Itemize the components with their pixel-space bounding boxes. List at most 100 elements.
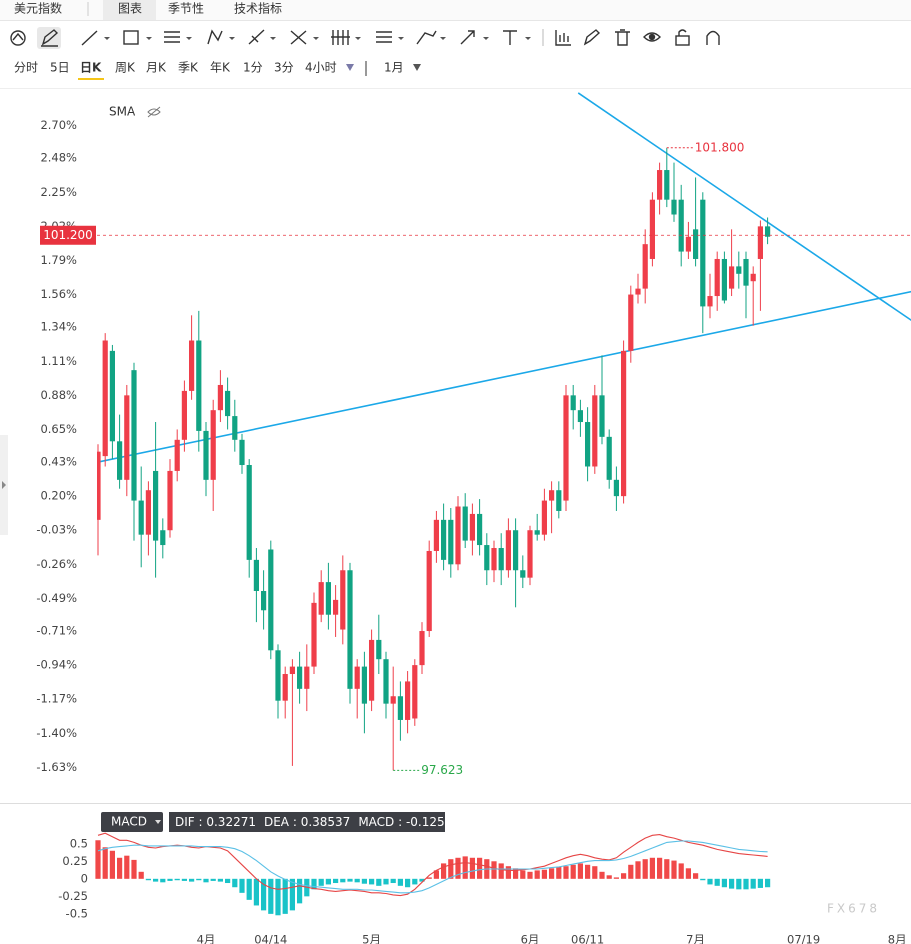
y-tick-label: 0.20% <box>40 489 77 503</box>
macd-bar <box>239 878 245 893</box>
candle-body <box>606 436 612 480</box>
tool-icon[interactable] <box>10 30 26 46</box>
dropdown-arrow[interactable] <box>413 64 421 71</box>
macd-bar <box>462 856 468 879</box>
tool-icon[interactable] <box>331 30 361 45</box>
y-tick-label: -0.71% <box>36 624 77 638</box>
candle-body <box>635 288 641 295</box>
macd-bar <box>534 870 540 879</box>
tool-icon[interactable] <box>615 29 630 46</box>
period[interactable]: 月K <box>146 61 167 75</box>
macd-bar <box>649 857 655 879</box>
candle-body <box>621 350 627 497</box>
macd-bar <box>714 878 720 886</box>
macd-bar <box>433 870 439 879</box>
period[interactable]: 5日 <box>50 61 70 75</box>
tool-icon[interactable] <box>555 30 571 46</box>
macd-bar <box>117 857 123 879</box>
candle-body <box>189 340 195 391</box>
candle-body <box>376 639 382 660</box>
candle-body <box>97 451 101 520</box>
tool-icon[interactable] <box>416 30 446 45</box>
candle-body <box>203 430 209 480</box>
candle-body <box>520 570 526 578</box>
macd-bar <box>671 860 677 879</box>
candle-body <box>289 666 295 675</box>
indicator-label: SMA <box>109 105 136 119</box>
candle-body <box>649 199 655 259</box>
period[interactable]: 季K <box>178 61 199 75</box>
macd-bar <box>491 861 497 879</box>
candle-body <box>304 666 310 689</box>
macd-bar <box>333 878 339 884</box>
macd-bar <box>426 877 432 879</box>
macd-bar <box>138 871 144 879</box>
indicator-info-box <box>169 812 445 832</box>
macd-bar <box>750 878 756 889</box>
candle-body <box>693 229 699 259</box>
macd-bar <box>361 878 367 884</box>
candle-body <box>354 666 360 689</box>
x-tick-label: 8月 <box>888 933 907 944</box>
tool-icon[interactable] <box>460 30 489 45</box>
candle-body <box>678 199 684 252</box>
tool-icon[interactable] <box>81 30 110 46</box>
range-select[interactable]: 1月 <box>384 61 404 75</box>
period[interactable]: 日K <box>80 61 102 75</box>
dropdown-arrow[interactable] <box>346 64 354 71</box>
y-tick-label: 2.25% <box>40 185 77 199</box>
watermark: FX678 <box>827 902 880 916</box>
macd-bar <box>613 877 619 879</box>
period[interactable]: 1分 <box>243 61 263 75</box>
period[interactable]: 周K <box>115 61 136 75</box>
tool-icon[interactable] <box>164 31 192 43</box>
indicator-hide-icon[interactable] <box>147 106 161 118</box>
macd-bar <box>729 878 735 889</box>
tab[interactable]: 美元指数 <box>14 1 62 16</box>
macd-bar <box>412 878 418 885</box>
period[interactable]: 分时 <box>14 61 38 75</box>
tab[interactable]: 技术指标 <box>234 1 282 16</box>
candle-body <box>383 659 389 704</box>
tool-icon[interactable] <box>290 30 319 45</box>
candle-body <box>505 530 511 571</box>
macd-bar <box>419 878 425 882</box>
tool-icon[interactable] <box>643 32 661 42</box>
macd-bar <box>340 878 346 883</box>
indicator-select[interactable] <box>101 812 163 832</box>
period[interactable]: 4小时 <box>305 61 337 75</box>
y-tick-label: 1.79% <box>40 253 77 267</box>
tool-icon[interactable] <box>706 30 720 46</box>
tab[interactable]: 图表 <box>118 2 142 16</box>
tab-selected-bg <box>103 0 156 20</box>
candle-body <box>412 665 418 719</box>
tool-icon[interactable] <box>503 30 531 45</box>
period[interactable]: 年K <box>210 61 231 75</box>
macd-line <box>97 840 768 894</box>
tool-icon[interactable] <box>123 30 152 45</box>
tool-icon[interactable] <box>207 29 235 45</box>
tab[interactable]: 季节性 <box>168 2 204 16</box>
tool-icon[interactable] <box>248 29 276 45</box>
period[interactable]: 3分 <box>274 61 294 75</box>
y-tick-label: -0.26% <box>36 557 77 571</box>
macd-bar <box>203 878 209 883</box>
extreme-label: 101.800 <box>695 140 745 154</box>
candle-body <box>174 439 180 471</box>
macd-bar <box>289 878 295 911</box>
candle-body <box>347 570 353 689</box>
candle-body <box>549 490 555 501</box>
macd-bar <box>635 861 641 879</box>
candle-body <box>714 258 720 297</box>
candle-body <box>225 390 231 417</box>
candle-body <box>153 470 159 541</box>
x-tick-label: 4月 <box>197 933 216 944</box>
candle-body <box>736 266 742 274</box>
tool-icon[interactable] <box>583 29 601 46</box>
tool-icon[interactable] <box>41 29 59 47</box>
tool-icon[interactable] <box>675 29 690 46</box>
y-tick-label: 0 <box>81 871 88 885</box>
y-tick-label: 0.88% <box>40 388 77 402</box>
tool-icon[interactable] <box>376 31 404 43</box>
macd-bar <box>268 878 274 914</box>
